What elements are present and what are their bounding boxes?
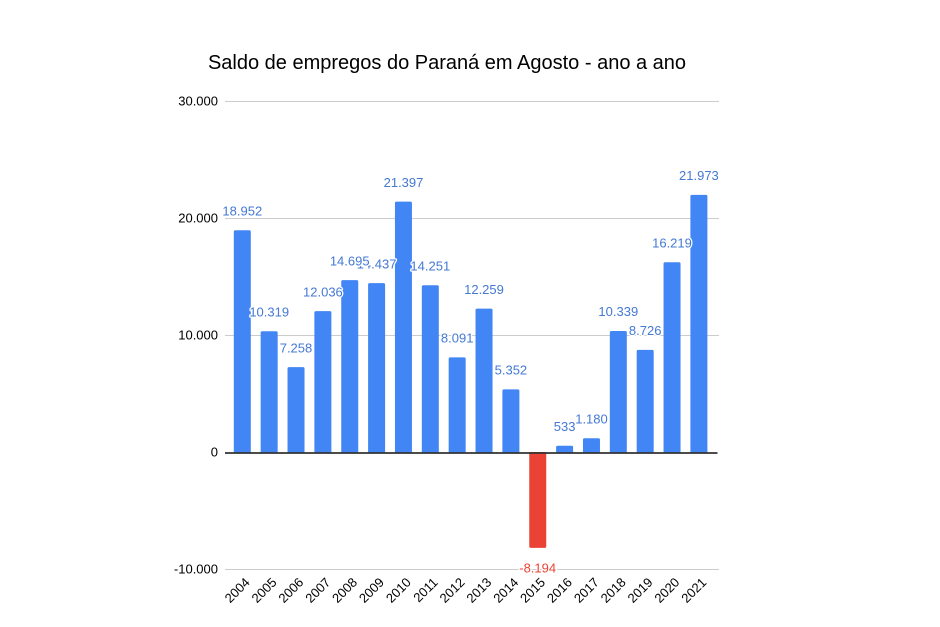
svg-text:10.000: 10.000: [178, 327, 218, 342]
svg-text:1.180: 1.180: [575, 411, 608, 426]
svg-text:18.952: 18.952: [222, 204, 262, 219]
svg-text:-10.000: -10.000: [174, 561, 218, 576]
svg-text:16.219: 16.219: [652, 235, 692, 250]
svg-text:8.091: 8.091: [441, 331, 474, 346]
svg-text:20.000: 20.000: [178, 210, 218, 225]
svg-text:Saldo de empregos do Paraná em: Saldo de empregos do Paraná em Agosto - …: [208, 52, 686, 74]
svg-text:8.726: 8.726: [629, 323, 662, 338]
svg-text:10.319: 10.319: [249, 305, 289, 320]
svg-text:14.437: 14.437: [357, 256, 397, 271]
svg-text:-8.194: -8.194: [519, 561, 556, 576]
svg-text:14.251: 14.251: [410, 259, 450, 274]
svg-text:12.259: 12.259: [464, 282, 504, 297]
svg-text:0: 0: [211, 444, 218, 459]
svg-text:7.258: 7.258: [280, 340, 313, 355]
svg-text:533: 533: [554, 419, 576, 434]
svg-text:21.397: 21.397: [384, 175, 424, 190]
svg-text:5.352: 5.352: [495, 363, 528, 378]
svg-text:12.036: 12.036: [303, 284, 343, 299]
svg-text:21.973: 21.973: [679, 168, 719, 183]
svg-text:10.339: 10.339: [598, 304, 638, 319]
svg-text:30.000: 30.000: [178, 93, 218, 108]
svg-text:14.695: 14.695: [330, 253, 370, 268]
